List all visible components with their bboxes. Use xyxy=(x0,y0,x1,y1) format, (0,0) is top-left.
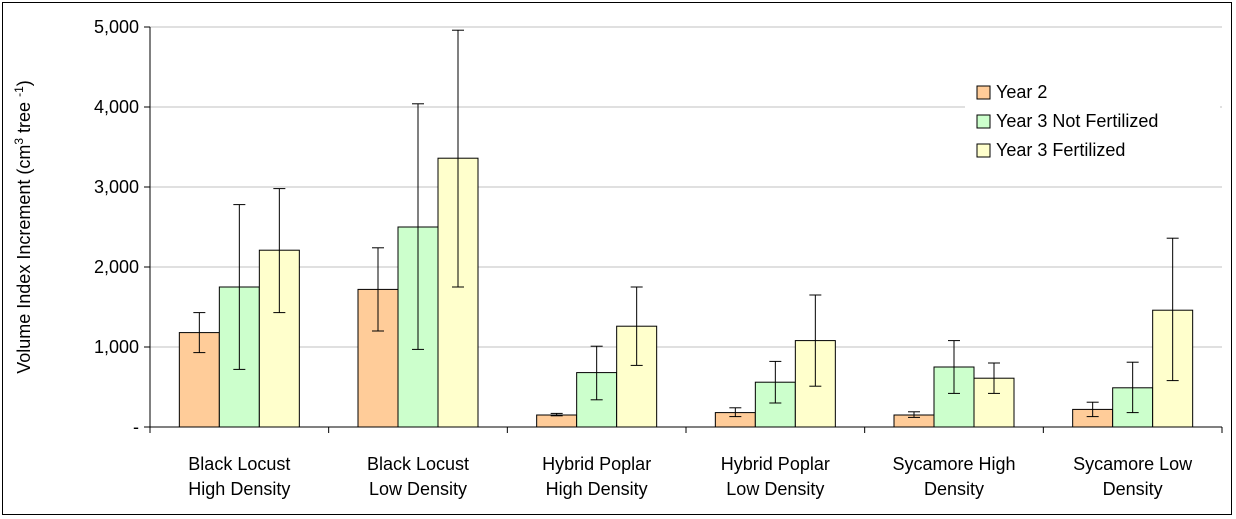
bars xyxy=(178,157,1194,428)
legend-box xyxy=(965,82,1220,172)
category-label: Hybrid Poplar High Density xyxy=(542,454,651,499)
bar xyxy=(536,414,578,428)
y-tick-label: 1,000 xyxy=(94,337,139,357)
y-axis-title: Volume Index Increment (cm3 tree -1) xyxy=(12,80,34,374)
legend-swatch xyxy=(976,114,991,129)
y-tick-label: 5,000 xyxy=(94,17,139,37)
x-tick-labels: Black Locust High Density Black Locust Low … xyxy=(188,454,1193,499)
category-label: Hybrid Poplar Low Density xyxy=(721,454,830,499)
legend: Year 2 Year 3 Not Fertilized Year 3 Fertil… xyxy=(965,82,1220,172)
y-tick-label: 3,000 xyxy=(94,177,139,197)
legend-swatch xyxy=(976,85,991,100)
axis-ticks xyxy=(144,26,1223,433)
error-bars xyxy=(193,29,1179,418)
category-label: Black Locust High Density xyxy=(188,454,290,499)
y-tick-labels: - 1,000 2,000 3,000 4,000 5,000 xyxy=(94,17,139,437)
category-label: Black Locust Low Density xyxy=(367,454,469,499)
legend-label: Year 3 Fertilized xyxy=(996,140,1125,160)
legend-label: Year 2 xyxy=(996,82,1047,102)
y-tick-label: 2,000 xyxy=(94,257,139,277)
category-label: Sycamore Low Density xyxy=(1073,454,1193,499)
y-tick-label: 4,000 xyxy=(94,97,139,117)
legend-label: Year 3 Not Fertilized xyxy=(996,111,1158,131)
category-label: Sycamore High Density xyxy=(892,454,1015,499)
legend-swatch xyxy=(976,143,991,158)
y-tick-label: - xyxy=(133,417,139,437)
legend-items: Year 2 Year 3 Not Fertilized Year 3 Fertil… xyxy=(976,82,1158,160)
grid-lines xyxy=(150,26,1222,348)
